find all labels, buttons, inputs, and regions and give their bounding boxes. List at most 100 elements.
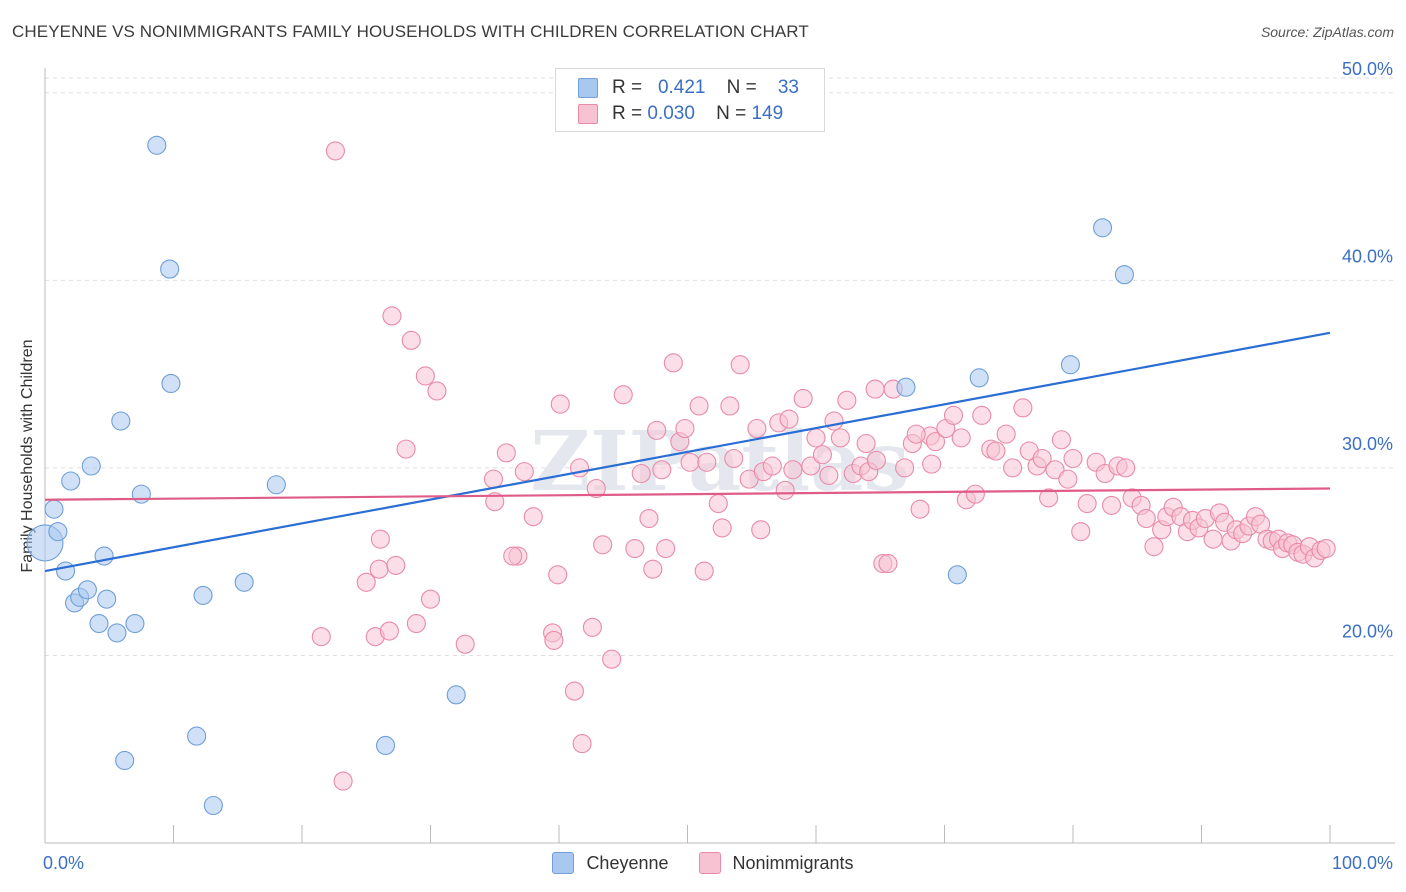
nonimmigrants-point	[564, 681, 584, 701]
nonimmigrants-point	[697, 452, 717, 472]
nonimmigrants-point	[986, 441, 1006, 461]
nonimmigrants-point	[910, 499, 930, 519]
nonimmigrants-point	[1058, 469, 1078, 489]
cheyenne-point	[234, 572, 254, 592]
nonimmigrants-point	[689, 396, 709, 416]
nonimmigrants-point	[483, 469, 504, 489]
nonimmigrants-point	[996, 424, 1016, 444]
nonimmigrants-point	[866, 450, 886, 470]
nonimmigrants-point	[972, 405, 992, 425]
nonimmigrants-point	[602, 649, 622, 669]
nonimmigrants-point	[625, 538, 645, 559]
cheyenne-point	[147, 135, 167, 155]
cheyenne-point	[446, 685, 466, 705]
nonimmigrants-point	[951, 428, 971, 448]
nonimmigrants-point	[751, 520, 771, 540]
cheyenne-point	[111, 411, 131, 431]
r-value: 0.030	[647, 103, 695, 124]
nonimmigrants-point	[415, 366, 435, 386]
r-label: R =	[612, 77, 643, 98]
nonimmigrants-point	[382, 306, 402, 326]
nonimmigrants-point	[1003, 458, 1023, 478]
y-tick-label: 30.0%	[1342, 434, 1393, 454]
nonimmigrants-point	[830, 428, 850, 448]
nonimmigrants-point	[801, 456, 821, 476]
nonimmigrants-point	[1071, 522, 1091, 542]
nonimmigrants-point	[779, 409, 799, 429]
legend-item-nonimmigrants[interactable]: Nonimmigrants	[698, 852, 854, 874]
nonimmigrants-point	[730, 355, 750, 375]
nonimmigrants-point	[485, 492, 505, 512]
nonimmigrants-point	[572, 734, 592, 754]
cheyenne-point	[203, 795, 223, 816]
nonimmigrants-point	[675, 418, 695, 439]
nonimmigrants-point	[656, 538, 676, 559]
cheyenne-legend-swatch	[552, 852, 575, 874]
stats-row-cheyenne: R = 0.421 N = 33	[578, 75, 799, 101]
nonimmigrants-point	[720, 396, 740, 416]
nonimmigrants-point	[1203, 529, 1223, 549]
nonimmigrants-point	[783, 460, 803, 480]
nonimmigrants-point	[582, 617, 602, 637]
nonimmigrants-point	[379, 621, 399, 641]
axes	[44, 68, 1395, 844]
nonimmigrants-point	[922, 454, 942, 474]
nonimmigrants-point	[856, 433, 876, 454]
cheyenne-point	[81, 456, 101, 476]
nonimmigrants-point	[586, 478, 606, 499]
stats-legend: R = 0.421 N = 33 R = 0.030 N = 149	[555, 68, 825, 132]
n-value: 149	[751, 103, 784, 124]
n-label: N =	[726, 77, 757, 98]
nonimmigrants-point	[593, 535, 613, 555]
nonimmigrants-point	[925, 432, 946, 452]
nonimmigrants-point	[1063, 448, 1083, 469]
nonimmigrants-point	[311, 627, 331, 647]
nonimmigrants-point	[406, 614, 426, 634]
nonimmigrants-trend-line	[44, 487, 1331, 501]
nonimmigrants-point	[1039, 488, 1059, 508]
nonimmigrants-point	[724, 448, 744, 469]
r-label: R =	[612, 103, 643, 124]
cheyenne-point	[1114, 265, 1134, 285]
cheyenne-point	[115, 750, 135, 771]
cheyenne-point	[896, 377, 916, 397]
nonimmigrants-point	[708, 493, 728, 514]
cheyenne-point	[1093, 218, 1113, 238]
nonimmigrants-point	[712, 518, 732, 538]
source-label: Source: ZipAtlas.com	[1260, 24, 1394, 40]
nonimmigrants-point	[1316, 538, 1336, 559]
nonimmigrants-point	[793, 388, 813, 409]
cheyenne-point	[97, 589, 117, 609]
nonimmigrants-point	[647, 420, 667, 440]
nonimmigrants-point	[663, 353, 683, 373]
nonimmigrants-point	[550, 394, 570, 414]
n-value: 33	[777, 77, 799, 98]
nonimmigrants-point	[1032, 448, 1052, 469]
nonimmigrants-point	[812, 445, 832, 465]
y-tick-label: 20.0%	[1342, 621, 1393, 641]
nonimmigrants-point	[455, 634, 475, 654]
legend-item-cheyenne[interactable]: Cheyenne	[552, 852, 669, 874]
gridlines	[45, 77, 1395, 656]
x-tick-label-min: 0.0%	[43, 853, 84, 873]
nonimmigrants-point	[356, 572, 376, 592]
nonimmigrants-legend-swatch	[698, 852, 721, 874]
cheyenne-point	[56, 561, 76, 581]
nonimmigrants-point	[694, 561, 714, 581]
nonimmigrants-point	[396, 439, 416, 459]
cheyenne-point	[48, 522, 68, 542]
cheyenne-point	[969, 368, 989, 388]
nonimmigrants-point	[652, 460, 672, 480]
nonimmigrants-point	[1136, 508, 1156, 529]
cheyenne-point	[125, 614, 145, 634]
cheyenne-point	[947, 565, 967, 585]
nonimmigrants-swatch	[578, 104, 598, 124]
nonimmigrants-point	[496, 443, 516, 463]
cheyenne-point	[375, 735, 396, 756]
nonimmigrants-point	[895, 458, 915, 478]
cheyenne-point	[77, 580, 97, 600]
nonimmigrants-point	[1144, 537, 1164, 557]
y-tick-label: 50.0%	[1342, 59, 1393, 79]
nonimmigrants-point	[401, 330, 421, 350]
